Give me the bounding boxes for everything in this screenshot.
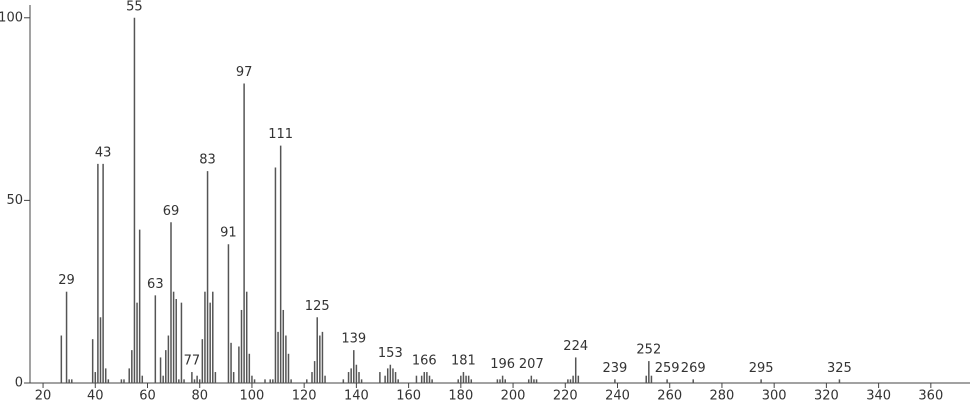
peak-label: 181 bbox=[451, 354, 476, 369]
x-tick-label: 140 bbox=[344, 389, 369, 404]
x-tick-label: 340 bbox=[866, 389, 891, 404]
y-tick-label: 50 bbox=[6, 193, 23, 208]
x-tick-label: 160 bbox=[396, 389, 421, 404]
x-tick-label: 360 bbox=[918, 389, 943, 404]
x-tick-label: 320 bbox=[814, 389, 839, 404]
x-tick-label: 220 bbox=[553, 389, 578, 404]
peak-label: 166 bbox=[412, 354, 437, 369]
x-tick-label: 120 bbox=[292, 389, 317, 404]
peak-label: 29 bbox=[58, 273, 75, 288]
x-tick-label: 200 bbox=[501, 389, 526, 404]
peak-label: 43 bbox=[95, 145, 112, 160]
peak-label: 139 bbox=[341, 332, 366, 347]
peak-label: 196 bbox=[490, 357, 515, 372]
peak-label: 83 bbox=[199, 153, 216, 168]
peak-label: 224 bbox=[563, 339, 588, 354]
peak-label: 55 bbox=[126, 0, 143, 14]
peak-label: 259 bbox=[655, 361, 680, 376]
y-tick-label: 0 bbox=[15, 376, 23, 391]
peak-label: 153 bbox=[378, 346, 403, 361]
x-tick-label: 80 bbox=[191, 389, 208, 404]
x-tick-label: 100 bbox=[240, 389, 265, 404]
peak-label: 69 bbox=[163, 204, 180, 219]
x-tick-label: 40 bbox=[87, 389, 104, 404]
peak-label: 63 bbox=[147, 277, 164, 292]
x-tick-label: 280 bbox=[710, 389, 735, 404]
peak-label: 295 bbox=[749, 361, 774, 376]
peak-label: 125 bbox=[305, 299, 330, 314]
peak-label: 252 bbox=[636, 343, 661, 358]
x-tick-label: 300 bbox=[762, 389, 787, 404]
y-tick-label: 100 bbox=[0, 10, 23, 25]
peak-label: 207 bbox=[519, 357, 544, 372]
x-tick-label: 260 bbox=[657, 389, 682, 404]
peak-label: 97 bbox=[236, 65, 253, 80]
peak-label: 269 bbox=[681, 361, 706, 376]
peak-label: 91 bbox=[220, 226, 237, 241]
peak-label: 325 bbox=[827, 361, 852, 376]
x-tick-label: 240 bbox=[605, 389, 630, 404]
peak-label: 239 bbox=[602, 361, 627, 376]
peak-label: 111 bbox=[268, 127, 293, 142]
x-tick-label: 20 bbox=[35, 389, 52, 404]
peak-label: 77 bbox=[184, 354, 201, 369]
x-tick-label: 60 bbox=[139, 389, 156, 404]
x-tick-label: 180 bbox=[448, 389, 473, 404]
